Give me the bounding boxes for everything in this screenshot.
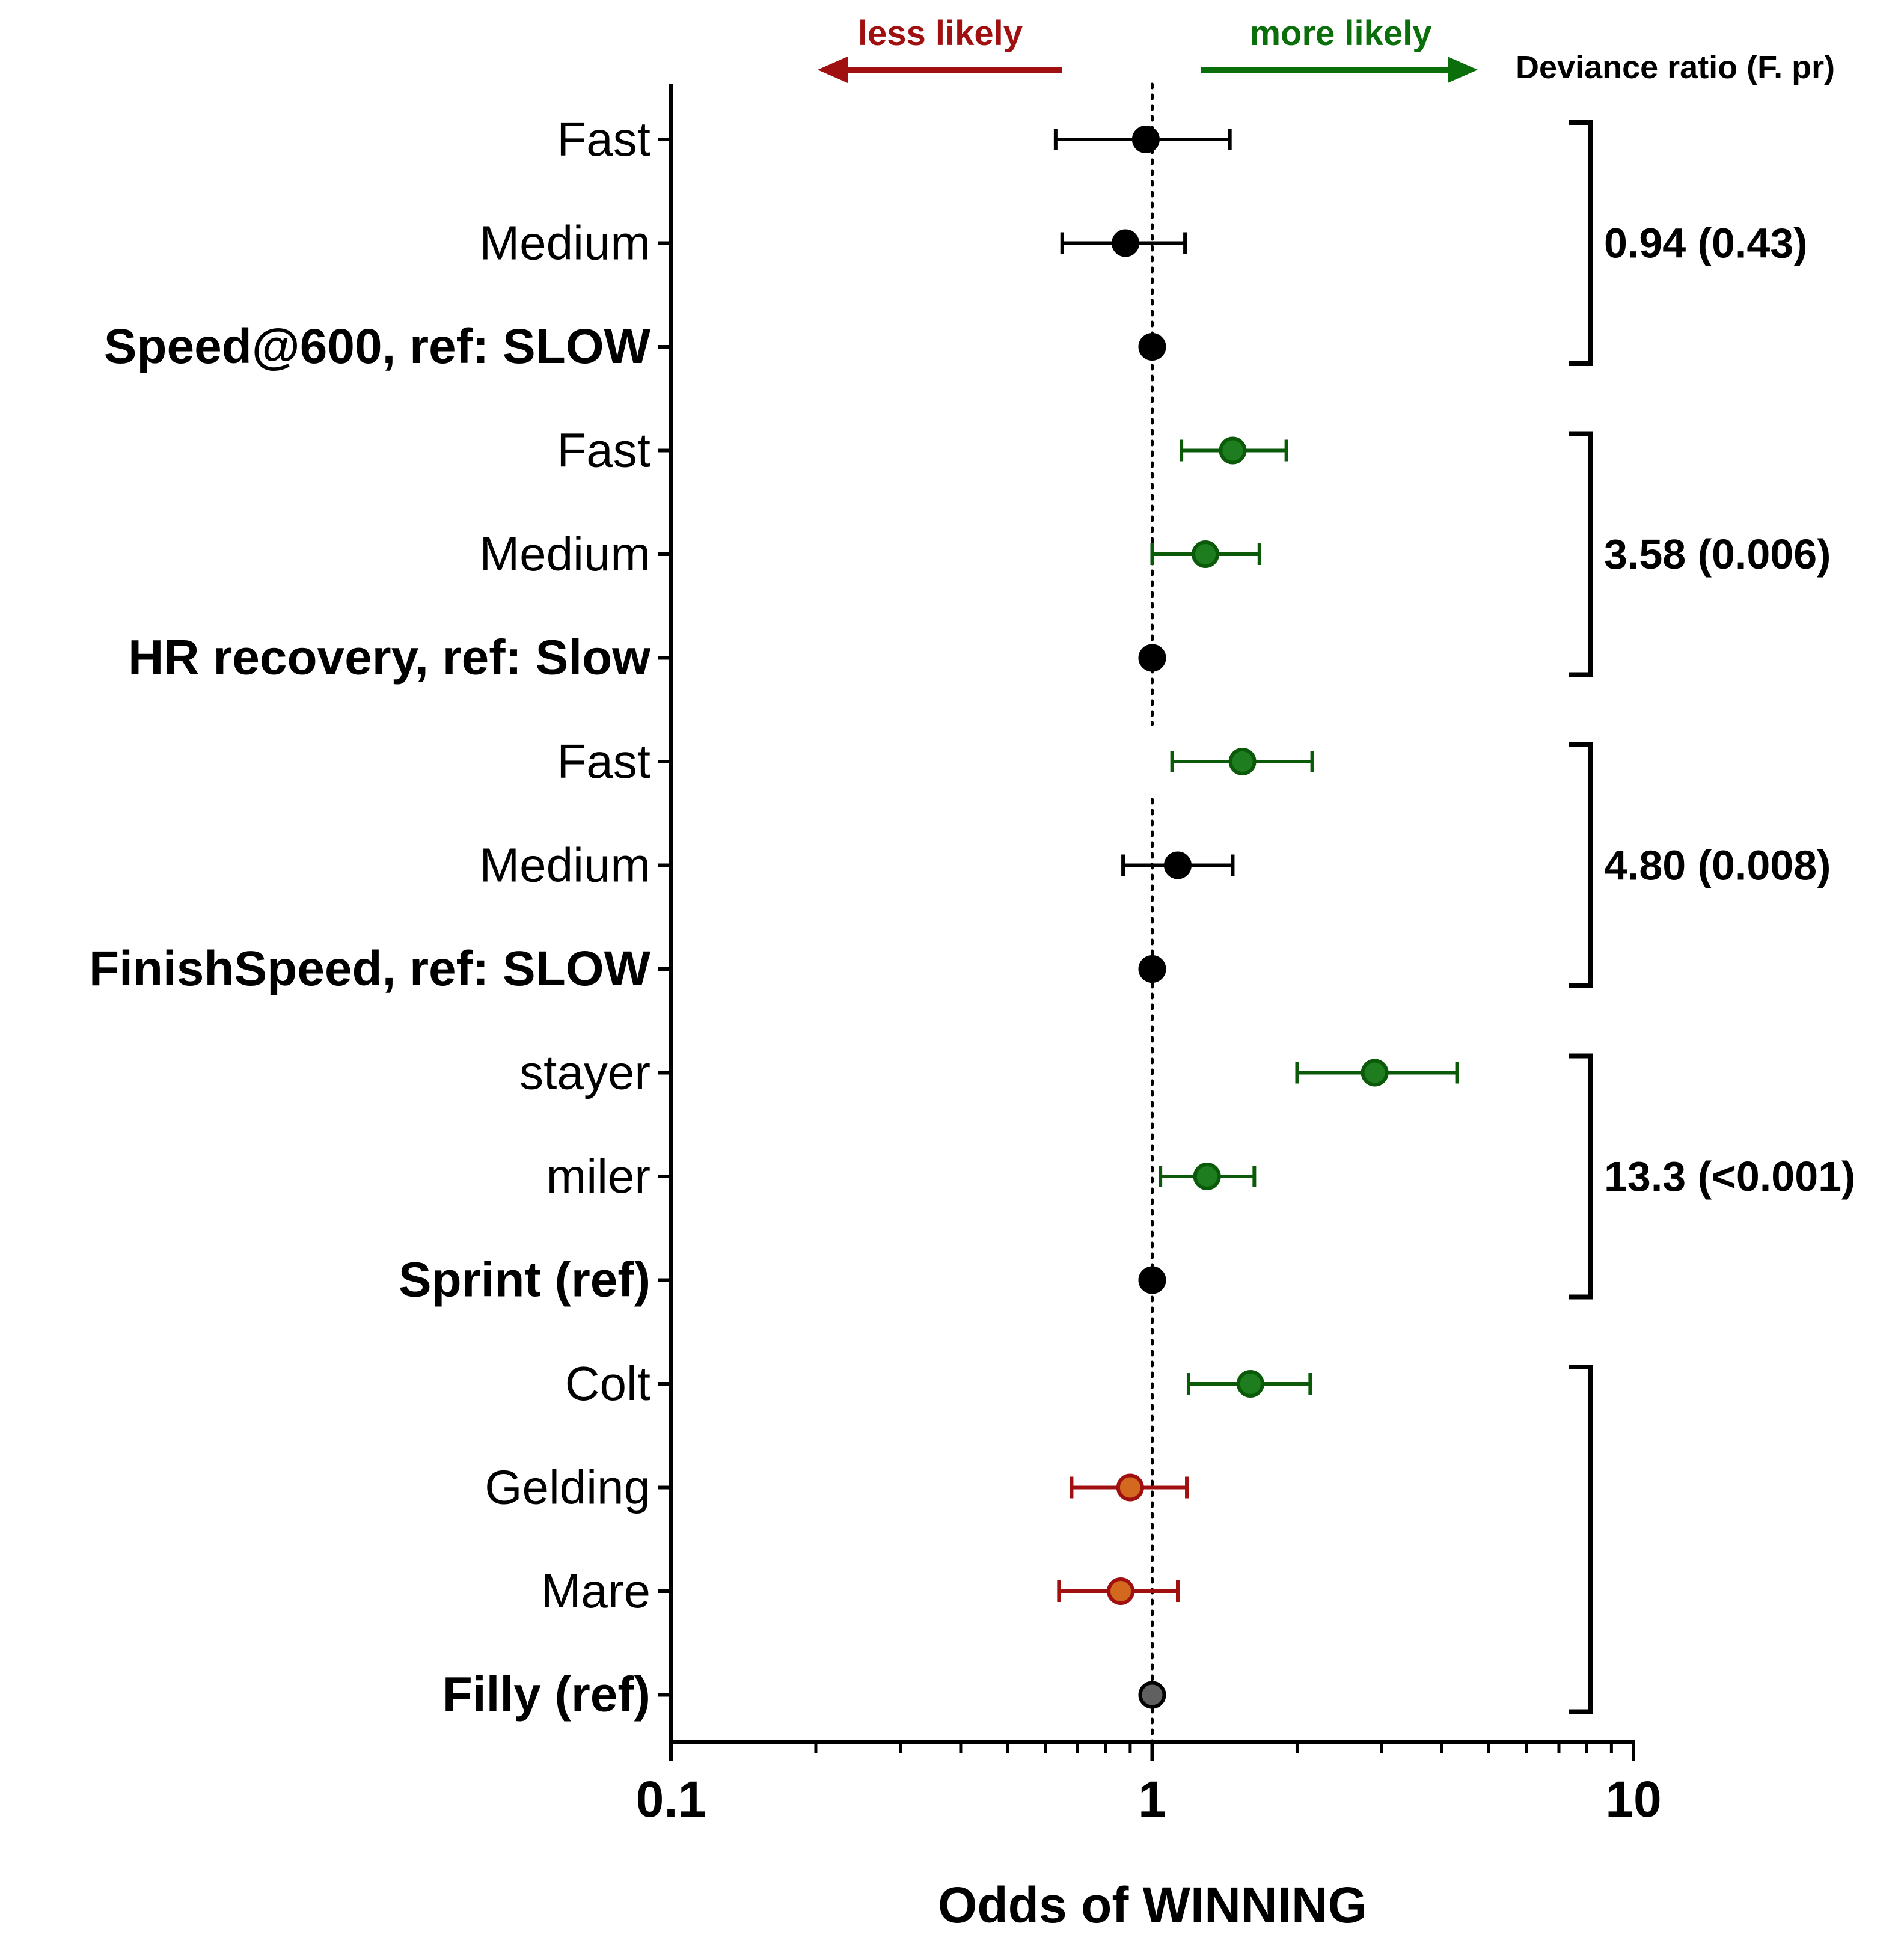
- group-bracket: [1569, 1053, 1593, 1300]
- deviance-ratio-label: 0.94 (0.43): [1604, 220, 1808, 267]
- header-layer: less likely more likely Deviance ratio (…: [818, 14, 1835, 1933]
- row-label: Filly (ref): [442, 1667, 650, 1722]
- row-label: stayer: [519, 1046, 650, 1099]
- odds-ratio-point: [1138, 333, 1166, 361]
- row-label: miler: [546, 1149, 650, 1203]
- x-axis-title: Odds of WINNING: [938, 1877, 1367, 1933]
- row-label: Medium: [479, 216, 650, 270]
- odds-ratio-point: [1116, 1473, 1144, 1502]
- less-likely-label: less likely: [858, 14, 1023, 53]
- row-label: Fast: [557, 424, 650, 477]
- odds-ratio-point: [1236, 1370, 1264, 1398]
- odds-ratio-point: [1138, 1681, 1166, 1709]
- row-label: Medium: [479, 527, 650, 581]
- odds-ratio-point: [1361, 1059, 1389, 1087]
- group-bracket: [1569, 1365, 1593, 1714]
- odds-ratio-point: [1138, 1266, 1166, 1294]
- x-tick-label: 1: [1138, 1771, 1166, 1827]
- odds-ratio-point: [1131, 126, 1160, 153]
- row-label: Gelding: [485, 1461, 650, 1514]
- row-label: Mare: [541, 1564, 650, 1618]
- deviance-ratio-header: Deviance ratio (F. pr): [1516, 49, 1835, 85]
- deviance-ratio-label: 13.3 (<0.001): [1604, 1153, 1855, 1200]
- group-bracket: [1569, 431, 1593, 677]
- odds-ratio-point: [1228, 748, 1257, 775]
- row-label: Medium: [479, 839, 650, 892]
- rows-layer: Fast Medium Speed@600, ref: SLOW Fast Medium…: [89, 112, 1459, 1722]
- row-label: Fast: [557, 112, 650, 166]
- odds-ratio-point: [1163, 851, 1192, 879]
- odds-ratio-point: [1138, 644, 1166, 672]
- groups-layer: 0.94 (0.43) 3.58 (0.006) 4.80 (0.008) 13.3 …: [1569, 120, 1855, 1714]
- row-label: FinishSpeed, ref: SLOW: [89, 941, 651, 996]
- deviance-ratio-label: 3.58 (0.006): [1604, 531, 1831, 578]
- odds-ratio-point: [1193, 1163, 1221, 1190]
- odds-ratio-point: [1138, 955, 1166, 983]
- row-label: Sprint (ref): [399, 1253, 650, 1307]
- more-likely-label: more likely: [1249, 14, 1431, 53]
- odds-ratio-point: [1219, 436, 1247, 465]
- row-label: Colt: [565, 1357, 650, 1410]
- odds-ratio-point: [1192, 540, 1220, 568]
- x-tick-label: 0.1: [636, 1771, 706, 1827]
- x-tick-label: 10: [1605, 1771, 1661, 1827]
- more-likely-arrowhead: [1448, 57, 1478, 83]
- odds-ratio-point: [1112, 229, 1140, 257]
- odds-ratio-point: [1107, 1577, 1135, 1605]
- group-bracket: [1569, 120, 1593, 366]
- row-label: HR recovery, ref: Slow: [128, 631, 650, 685]
- row-label: Fast: [557, 735, 650, 788]
- axis-layer: 0.1 1 10: [636, 84, 1662, 1827]
- group-bracket: [1569, 742, 1593, 988]
- deviance-ratio-label: 4.80 (0.008): [1604, 842, 1831, 889]
- row-label: Speed@600, ref: SLOW: [104, 319, 651, 374]
- less-likely-arrowhead: [818, 57, 848, 83]
